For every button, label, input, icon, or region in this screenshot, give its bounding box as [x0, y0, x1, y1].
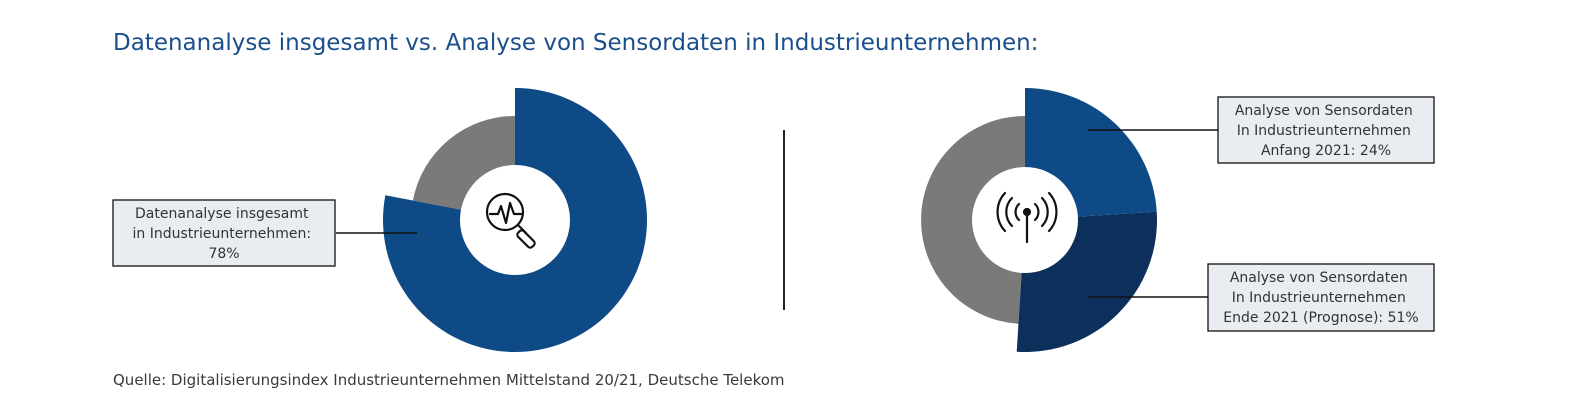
left-label-line-2: in Industrieunternehmen:	[132, 226, 311, 242]
donut-right-label-2: Analyse von Sensordaten In Industrieunte…	[1088, 263, 1435, 332]
source-note: Quelle: Digitalisierungsindex Industrieu…	[113, 371, 785, 389]
left-label-box	[112, 199, 336, 267]
chart-title: Datenanalyse insgesamt vs. Analyse von S…	[113, 30, 1039, 56]
right-label-box-2	[1207, 263, 1435, 332]
donut-right-hole	[972, 167, 1078, 273]
right-label-2-line-1: Analyse von Sensordaten	[1230, 270, 1408, 286]
donut-right	[921, 87, 1158, 353]
right-label-1-line-3: Anfang 2021: 24%	[1261, 143, 1391, 159]
svg-text:Analyse von Sensordaten: Analyse von Sensordaten In Industrieunte…	[1223, 270, 1418, 326]
donut-left	[383, 88, 648, 353]
right-label-1-line-1: Analyse von Sensordaten	[1235, 103, 1413, 119]
magnifier-pulse-icon	[485, 192, 536, 249]
right-label-2-line-3: Ende 2021 (Prognose): 51%	[1223, 310, 1418, 326]
antenna-signal-icon	[996, 191, 1058, 244]
svg-text:Analyse von Sensordaten: Analyse von Sensordaten In Industrieunte…	[1235, 103, 1417, 159]
right-label-1-line-2: In Industrieunternehmen	[1237, 123, 1411, 139]
left-label-line-1: Datenanalyse insgesamt	[135, 206, 309, 222]
donut-right-label-1: Analyse von Sensordaten In Industrieunte…	[1088, 96, 1435, 164]
donut-left-label: Datenanalyse insgesamt in Industrieunter…	[112, 199, 417, 267]
right-label-box-1	[1217, 96, 1435, 164]
right-label-2-line-2: In Industrieunternehmen	[1232, 290, 1406, 306]
donut-left-hole	[460, 165, 570, 275]
svg-text:Datenanalyse insgesamt i: Datenanalyse insgesamt in Industrieunter…	[132, 206, 315, 262]
left-label-line-3: 78%	[208, 246, 239, 262]
